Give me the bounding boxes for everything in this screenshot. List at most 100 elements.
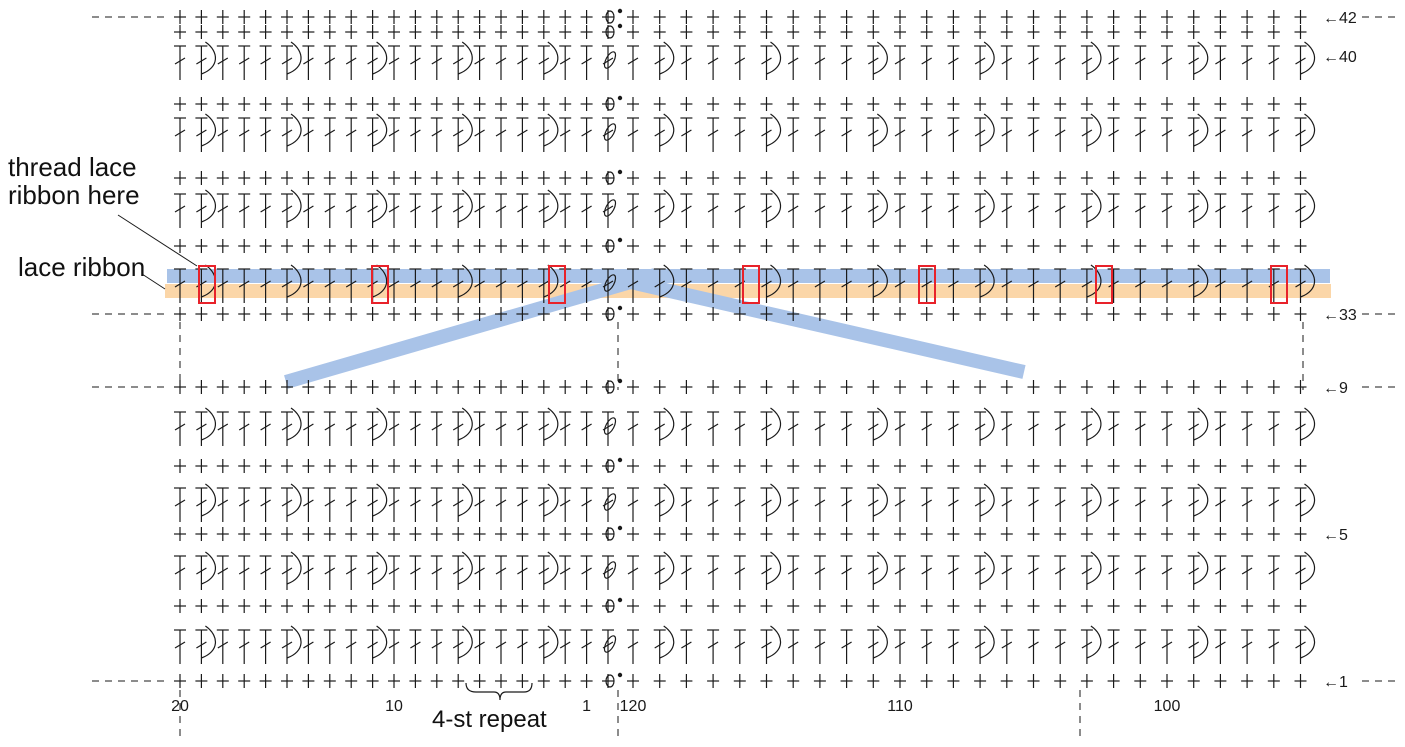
chain-loop (979, 113, 995, 147)
dc-stitch-slash (324, 205, 336, 213)
lace-ribbon-leader (141, 273, 166, 290)
chain-loop (457, 41, 473, 75)
chain-loop (457, 625, 473, 659)
dc-stitch-slash (1001, 423, 1013, 431)
dc-stitch-slash (814, 641, 826, 649)
chain-loop (766, 41, 782, 75)
center-ring (605, 459, 615, 473)
chain-loop (286, 483, 302, 517)
center-dot (617, 597, 623, 603)
dc-stitch-slash (174, 57, 186, 65)
dc-stitch-slash (841, 205, 852, 213)
row-number-label: ←5 (1323, 527, 1348, 544)
dc-stitch-slash (517, 641, 528, 649)
highlighted-stitch-box (742, 265, 760, 304)
dc-stitch-slash (761, 641, 772, 649)
chain-oval (603, 493, 617, 511)
dc-stitch-slash (410, 499, 421, 507)
chain-loop (286, 113, 302, 147)
chain-loop (979, 407, 995, 441)
chain-loop (372, 264, 388, 298)
dc-stitch-slash (1215, 423, 1226, 431)
chain-loop (766, 407, 782, 441)
chain-loop (543, 264, 559, 298)
dc-stitch-slash (345, 280, 357, 288)
dc-stitch-slash (681, 567, 692, 575)
dc-stitch-slash (388, 499, 400, 507)
dc-stitch-slash (260, 641, 271, 649)
chain-loop (286, 264, 302, 298)
dc-stitch-slash (1028, 499, 1039, 507)
row-number-label: ←33 (1323, 307, 1357, 324)
dc-stitch-slash (681, 129, 692, 137)
dc-stitch-slash (1001, 280, 1013, 288)
dc-stitch-slash (948, 129, 959, 137)
chain-loop (979, 189, 995, 223)
dc-stitch-slash (1295, 57, 1306, 65)
chain-loop (766, 551, 782, 585)
dc-stitch-slash (174, 423, 186, 431)
dc-stitch-slash (814, 57, 826, 65)
dc-stitch-slash (196, 57, 207, 65)
dc-stitch-slash (681, 57, 692, 65)
dc-stitch-slash (260, 57, 271, 65)
thread-lace-annotation-line2: ribbon here (8, 180, 140, 210)
dc-stitch-slash (431, 567, 443, 575)
chain-loop (766, 264, 782, 298)
dc-stitch-slash (1188, 57, 1200, 65)
chain-loop (659, 113, 675, 147)
dc-stitch-slash (281, 280, 293, 288)
dc-stitch-slash (1268, 205, 1280, 213)
chain-loop (543, 625, 559, 659)
dc-stitch-slash (410, 205, 421, 213)
dc-stitch-slash (867, 423, 879, 431)
dc-stitch-slash (787, 567, 799, 575)
dc-stitch-slash (1161, 205, 1173, 213)
dc-stitch-slash (1081, 57, 1093, 65)
chain-loop (873, 551, 888, 585)
dc-stitch-slash (761, 205, 772, 213)
dc-stitch-slash (345, 423, 357, 431)
chain-loop (1086, 551, 1102, 585)
chain-loop (1300, 551, 1316, 585)
chain-loop (1300, 625, 1316, 659)
lace-ribbon-blue (167, 269, 1330, 283)
dc-stitch-slash (1161, 641, 1173, 649)
center-ring (605, 25, 615, 39)
dc-stitch-slash (303, 423, 314, 431)
dc-stitch-slash (974, 499, 986, 507)
dc-stitch-slash (260, 423, 271, 431)
chain-loop (457, 264, 473, 298)
dc-stitch-slash (1268, 129, 1280, 137)
dc-stitch-slash (281, 205, 293, 213)
chain-loop (1086, 113, 1102, 147)
dc-stitch-slash (217, 280, 229, 288)
dc-stitch-slash (867, 280, 879, 288)
dc-stitch-slash (581, 641, 592, 649)
dc-stitch-slash (1241, 280, 1253, 288)
dc-stitch-slash (517, 280, 528, 288)
chain-loop (1193, 625, 1209, 659)
dc-stitch-slash (367, 641, 378, 649)
dc-stitch-slash (627, 423, 639, 431)
chain-loop (201, 113, 216, 147)
dc-stitch-slash (1188, 205, 1200, 213)
dc-stitch-slash (814, 205, 826, 213)
chain-loop (1193, 41, 1209, 75)
dc-stitch-slash (1295, 280, 1306, 288)
dc-stitch-slash (1081, 641, 1093, 649)
dc-stitch-slash (174, 641, 186, 649)
dc-stitch-slash (707, 567, 719, 575)
dc-stitch-slash (1188, 423, 1200, 431)
dc-stitch-slash (410, 641, 421, 649)
dc-stitch-slash (1134, 499, 1146, 507)
dc-stitch-slash (581, 423, 592, 431)
dc-stitch-slash (787, 129, 799, 137)
dc-stitch-slash (734, 567, 746, 575)
dc-stitch-slash (867, 129, 879, 137)
center-dot (617, 305, 623, 311)
center-ring (605, 171, 615, 185)
chain-loop (457, 483, 473, 517)
dc-stitch-slash (761, 129, 772, 137)
